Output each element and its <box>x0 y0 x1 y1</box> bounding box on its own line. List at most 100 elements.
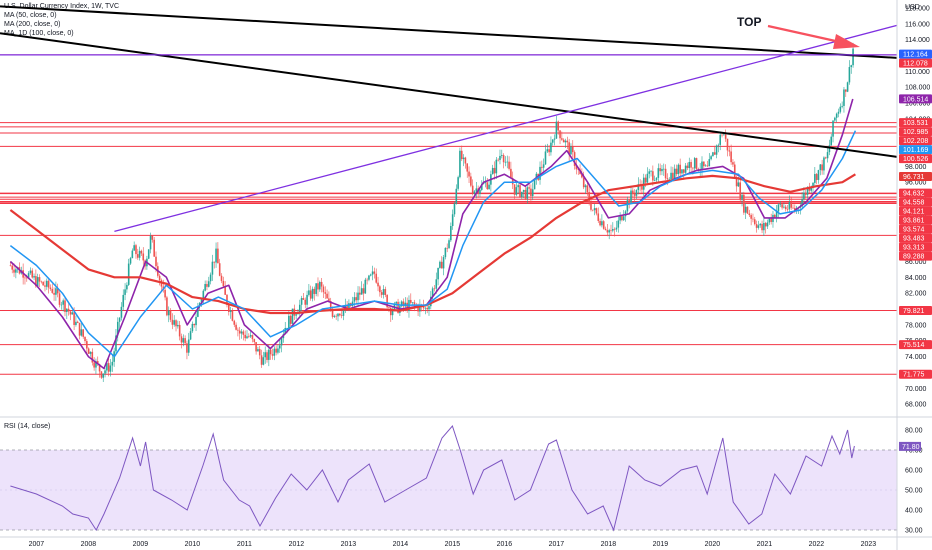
candle-body <box>535 173 538 180</box>
candle-body <box>571 146 574 153</box>
candle-body <box>593 208 596 211</box>
candle-body <box>781 204 783 208</box>
top-arrow-head <box>833 34 860 49</box>
candle-body <box>155 256 157 267</box>
candle-body <box>116 321 119 336</box>
time-tick-label: 2010 <box>185 541 201 548</box>
candle-body <box>151 235 154 240</box>
candle-body <box>215 248 217 263</box>
candle-body <box>339 313 341 316</box>
price-tick-label: 84.000 <box>905 275 927 282</box>
candle-body <box>169 310 172 320</box>
candle-body <box>300 298 303 305</box>
candle-body <box>266 352 268 360</box>
trendline-1 <box>0 32 898 158</box>
candle-body <box>835 113 838 118</box>
candle-body <box>166 297 168 316</box>
candle-body <box>435 279 438 289</box>
candle-body <box>806 187 809 195</box>
price-label-badge <box>899 136 932 146</box>
time-tick-label: 2019 <box>653 541 669 548</box>
candle-body <box>457 177 459 189</box>
candle-body <box>757 225 760 228</box>
candle-body <box>681 169 683 174</box>
candle-body <box>36 277 39 287</box>
price-label-text: 71.775 <box>903 372 925 379</box>
candle-body <box>258 349 261 356</box>
candle-body <box>206 284 208 287</box>
candle-body <box>794 208 796 211</box>
candle-body <box>431 288 434 297</box>
candle-body <box>440 261 443 269</box>
time-tick-label: 2022 <box>809 541 825 548</box>
candle-body <box>506 161 509 163</box>
candle-body <box>184 338 186 344</box>
candle-body <box>78 322 81 336</box>
candle-body <box>732 162 734 165</box>
candle-body <box>360 288 363 295</box>
candle-body <box>173 320 175 325</box>
candle-body <box>138 250 141 258</box>
candle-body <box>182 338 185 343</box>
candle-body <box>140 250 143 254</box>
candle-body <box>311 288 314 299</box>
candle-body <box>513 184 516 195</box>
candle-body <box>479 189 481 194</box>
candle-body <box>35 276 37 287</box>
candle-body <box>466 163 469 172</box>
candle-body <box>670 172 672 180</box>
candle-body <box>260 355 263 365</box>
candle-body <box>269 349 272 355</box>
rsi-tick-label: 30.00 <box>905 528 923 535</box>
candle-body <box>652 171 654 181</box>
candle-body <box>539 166 541 180</box>
candle-body <box>672 172 674 180</box>
candle-body <box>533 179 536 190</box>
price-label-text: 94.632 <box>903 191 925 198</box>
currency-label: USD <box>905 4 920 11</box>
candle-body <box>788 202 791 210</box>
candle-body <box>69 311 72 315</box>
candle-body <box>222 280 225 287</box>
price-label-text: 75.514 <box>903 342 925 349</box>
candle-body <box>451 214 454 227</box>
candle-body <box>129 258 132 264</box>
candle-body <box>615 227 618 230</box>
candle-body <box>218 263 221 276</box>
candle-body <box>815 174 818 180</box>
candle-body <box>331 308 334 317</box>
candle-body <box>752 218 754 220</box>
candle-body <box>471 185 474 194</box>
candle-body <box>410 299 412 303</box>
candle-body <box>526 187 529 199</box>
candle-body <box>142 253 145 261</box>
candle-body <box>67 308 70 312</box>
candle-body <box>613 228 616 230</box>
candle-body <box>51 289 54 293</box>
candle-body <box>238 330 241 334</box>
candle-body <box>653 180 656 181</box>
candle-body <box>748 213 751 216</box>
candle-body <box>255 342 257 352</box>
price-label-text: 112.164 <box>903 52 928 59</box>
candle-body <box>597 213 600 221</box>
candle-body <box>486 182 489 190</box>
candle-body <box>171 319 174 325</box>
price-tick-label: 98.000 <box>905 164 927 171</box>
candle-body <box>721 134 723 136</box>
candle-body <box>13 269 15 273</box>
candle-body <box>264 352 266 358</box>
candle-body <box>424 307 427 309</box>
candle-body <box>701 161 703 170</box>
price-label-badge <box>899 49 932 59</box>
candle-body <box>599 220 601 226</box>
candle-body <box>530 188 532 196</box>
candle-body <box>353 297 356 302</box>
candle-body <box>58 293 61 305</box>
candle-body <box>592 209 594 211</box>
candle-body <box>821 164 823 171</box>
candle-body <box>850 65 853 68</box>
candle-body <box>384 289 387 295</box>
candle-body <box>120 306 123 318</box>
